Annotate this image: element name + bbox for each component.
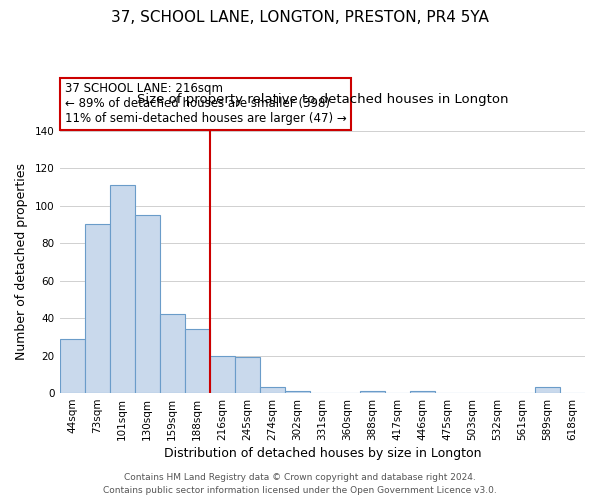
Bar xyxy=(360,391,385,393)
Bar xyxy=(285,391,310,393)
Bar xyxy=(110,185,134,393)
Bar xyxy=(209,356,235,393)
Bar xyxy=(535,388,560,393)
Bar xyxy=(185,330,209,393)
Text: Contains HM Land Registry data © Crown copyright and database right 2024.
Contai: Contains HM Land Registry data © Crown c… xyxy=(103,474,497,495)
Y-axis label: Number of detached properties: Number of detached properties xyxy=(15,164,28,360)
Bar xyxy=(160,314,185,393)
Bar xyxy=(59,338,85,393)
Text: 37, SCHOOL LANE, LONGTON, PRESTON, PR4 5YA: 37, SCHOOL LANE, LONGTON, PRESTON, PR4 5… xyxy=(111,10,489,25)
Bar xyxy=(235,358,260,393)
Bar xyxy=(410,391,435,393)
Text: 37 SCHOOL LANE: 216sqm
← 89% of detached houses are smaller (398)
11% of semi-de: 37 SCHOOL LANE: 216sqm ← 89% of detached… xyxy=(65,82,347,126)
Bar xyxy=(134,215,160,393)
Bar xyxy=(85,224,110,393)
Title: Size of property relative to detached houses in Longton: Size of property relative to detached ho… xyxy=(137,93,508,106)
X-axis label: Distribution of detached houses by size in Longton: Distribution of detached houses by size … xyxy=(164,447,481,460)
Bar xyxy=(260,388,285,393)
